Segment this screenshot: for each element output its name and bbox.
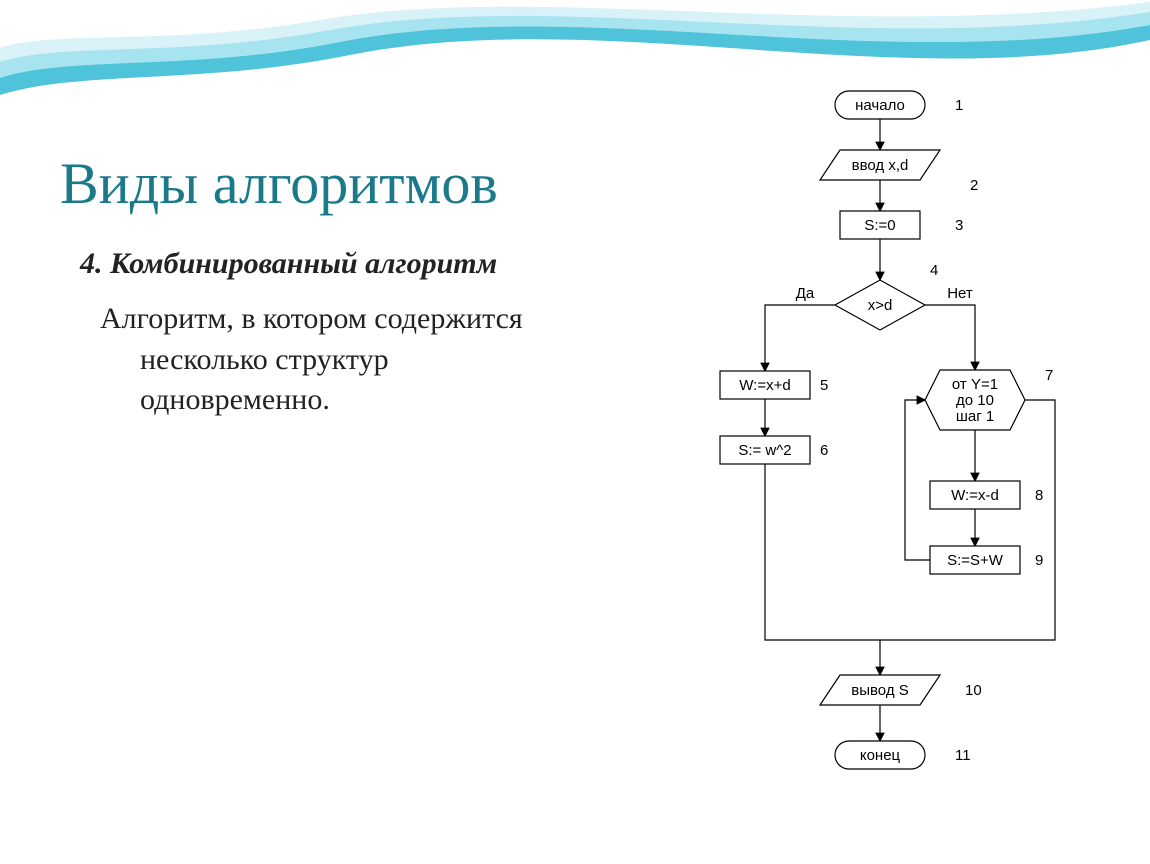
flowchart-node-label-1: начало bbox=[855, 97, 905, 114]
flowchart-node-label-3: S:=0 bbox=[864, 217, 895, 234]
flowchart-node-number-8: 8 bbox=[1035, 487, 1043, 504]
flowchart-edge-4-5 bbox=[765, 305, 835, 371]
flowchart-node-number-6: 6 bbox=[820, 442, 828, 459]
flowchart-node-label-7: шаг 1 bbox=[956, 408, 994, 425]
flowchart-node-number-4: 4 bbox=[930, 262, 938, 279]
flowchart-node-number-9: 9 bbox=[1035, 552, 1043, 569]
flowchart-node-number-10: 10 bbox=[965, 682, 982, 699]
flowchart-node-label-8: W:=x-d bbox=[951, 487, 999, 504]
flowchart-edge-label-4-7: Нет bbox=[947, 285, 973, 302]
flowchart-node-number-3: 3 bbox=[955, 217, 963, 234]
flowchart-edge-7-10 bbox=[880, 400, 1055, 640]
flowchart-node-label-7: до 10 bbox=[956, 392, 994, 409]
flowchart-edge-label-4-5: Да bbox=[796, 285, 815, 302]
flowchart-edge-9-7 bbox=[905, 400, 930, 560]
flowchart-edge-4-7 bbox=[925, 305, 975, 370]
flowchart-node-number-2: 2 bbox=[970, 177, 978, 194]
flowchart-node-number-1: 1 bbox=[955, 97, 963, 114]
flowchart-node-label-10: вывод S bbox=[851, 682, 909, 699]
flowchart-node-number-7: 7 bbox=[1045, 367, 1053, 384]
flowchart-edge-6-10 bbox=[765, 464, 880, 675]
flowchart-node-number-5: 5 bbox=[820, 377, 828, 394]
flowchart-node-label-9: S:=S+W bbox=[947, 552, 1004, 569]
flowchart-diagram: Да Нет начало 1 ввод x,d 2 S:=0 3 x>d 4 W:=x+d 5 S:… bbox=[670, 80, 1090, 820]
flowchart-node-label-11: конец bbox=[860, 747, 901, 764]
flowchart-node-number-11: 11 bbox=[955, 747, 971, 764]
flowchart-node-label-4: x>d bbox=[868, 297, 893, 314]
flowchart-node-label-7: от Y=1 bbox=[952, 376, 998, 393]
slide-body: Алгоритм, в котором содержится несколько… bbox=[60, 299, 580, 421]
slide-subtitle: 4. Комбинированный алгоритм bbox=[60, 247, 540, 281]
flowchart-node-label-5: W:=x+d bbox=[739, 377, 790, 394]
flowchart-node-label-2: ввод x,d bbox=[852, 157, 909, 174]
flowchart-node-label-6: S:= w^2 bbox=[738, 442, 791, 459]
